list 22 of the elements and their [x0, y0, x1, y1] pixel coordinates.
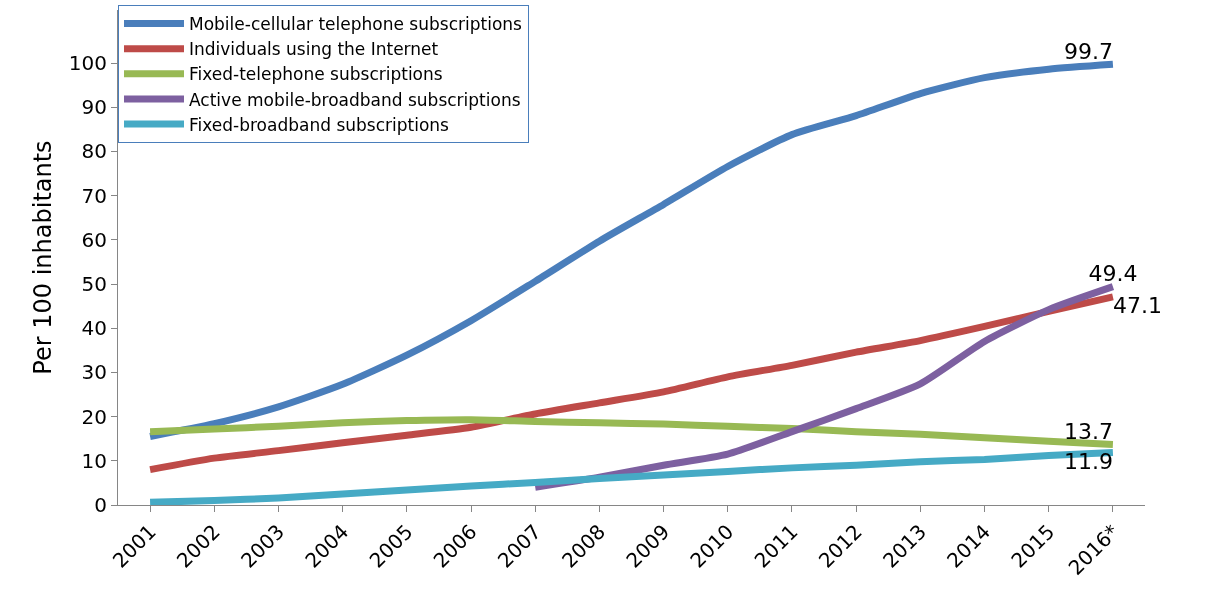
y-tick-label: 30: [81, 360, 107, 385]
y-tick-label: 90: [81, 95, 107, 120]
y-tick-label: 80: [81, 139, 107, 164]
y-axis-title: Per 100 inhabitants: [28, 140, 57, 375]
data-label: 99.7: [1063, 38, 1113, 64]
data-label: 11.9: [1063, 448, 1113, 474]
y-tick-label: 70: [81, 183, 107, 208]
y-tick-label: 0: [94, 493, 107, 517]
y-tick-label: 100: [68, 51, 107, 76]
legend-label: Fixed-telephone subscriptions: [189, 64, 443, 85]
data-label: 47.1: [1112, 293, 1162, 319]
legend-label: Active mobile-broadband subscriptions: [189, 89, 521, 110]
y-tick-label: 10: [81, 448, 107, 473]
y-tick-label: 40: [81, 316, 107, 341]
legend-label: Individuals using the Internet: [189, 39, 439, 60]
y-tick-label: 60: [81, 227, 107, 252]
data-label: 49.4: [1088, 261, 1138, 287]
y-tick-label: 50: [81, 272, 107, 297]
y-tick-label: 20: [81, 404, 107, 429]
legend-label: Fixed-broadband subscriptions: [189, 114, 450, 135]
data-label: 13.7: [1063, 418, 1113, 444]
legend-label: Mobile-cellular telephone subscriptions: [189, 14, 523, 35]
